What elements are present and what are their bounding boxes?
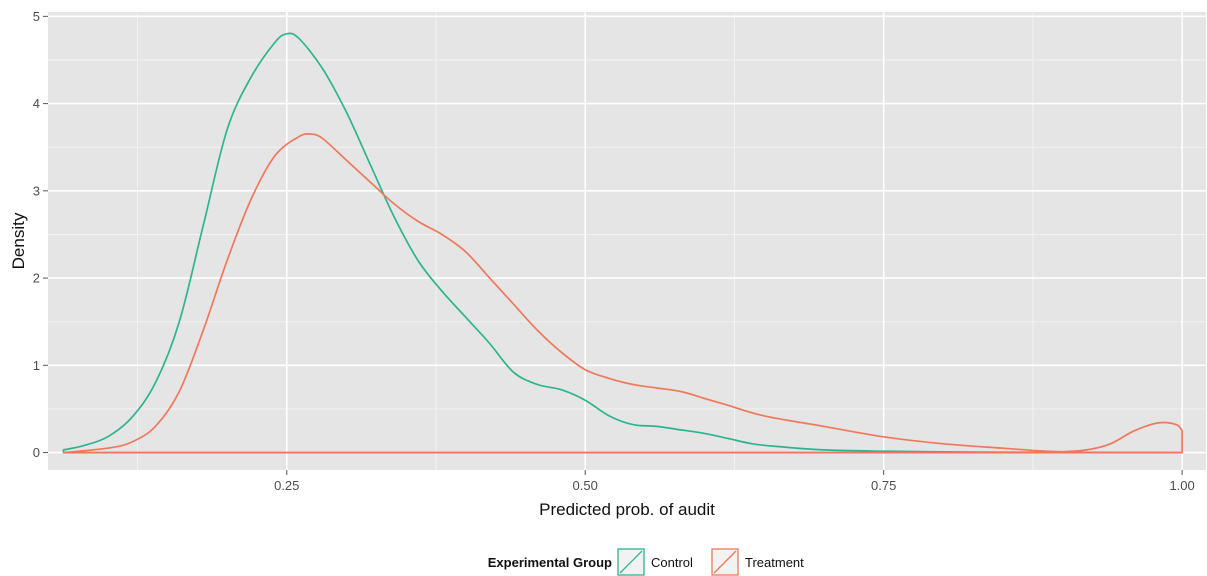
y-tick-label-4: 4 (33, 96, 40, 111)
legend-item-treatment: Treatment (711, 548, 804, 576)
y-axis: 0 1 2 3 4 5 (33, 9, 48, 460)
y-tick-label-5: 5 (33, 9, 40, 24)
y-tick-label-3: 3 (33, 183, 40, 198)
y-axis-title: Density (9, 212, 28, 269)
density-line-control (62, 32, 1182, 454)
legend-key-control-line (619, 550, 643, 574)
density-line-treatment (62, 132, 1183, 454)
legend-label-treatment: Treatment (745, 555, 804, 570)
grid-minor (48, 12, 1206, 470)
series-layer (62, 32, 1183, 454)
legend-key-treatment-line (713, 550, 737, 574)
x-tick-label-1: 0.50 (573, 478, 598, 493)
x-tick-label-0: 0.25 (274, 478, 299, 493)
y-tick-label-1: 1 (33, 358, 40, 373)
legend-item-control: Control (617, 548, 693, 576)
y-tick-label-2: 2 (33, 271, 40, 286)
y-tick-label-0: 0 (33, 445, 40, 460)
x-tick-label-2: 0.75 (871, 478, 896, 493)
x-tick-label-3: 1.00 (1169, 478, 1194, 493)
x-axis-title: Predicted prob. of audit (539, 500, 715, 519)
x-axis: 0.25 0.50 0.75 1.00 (274, 470, 1195, 493)
legend: Experimental Group Control Treatment (488, 548, 804, 576)
panel-background (48, 12, 1206, 470)
legend-label-control: Control (651, 555, 693, 570)
legend-title: Experimental Group (488, 555, 612, 570)
